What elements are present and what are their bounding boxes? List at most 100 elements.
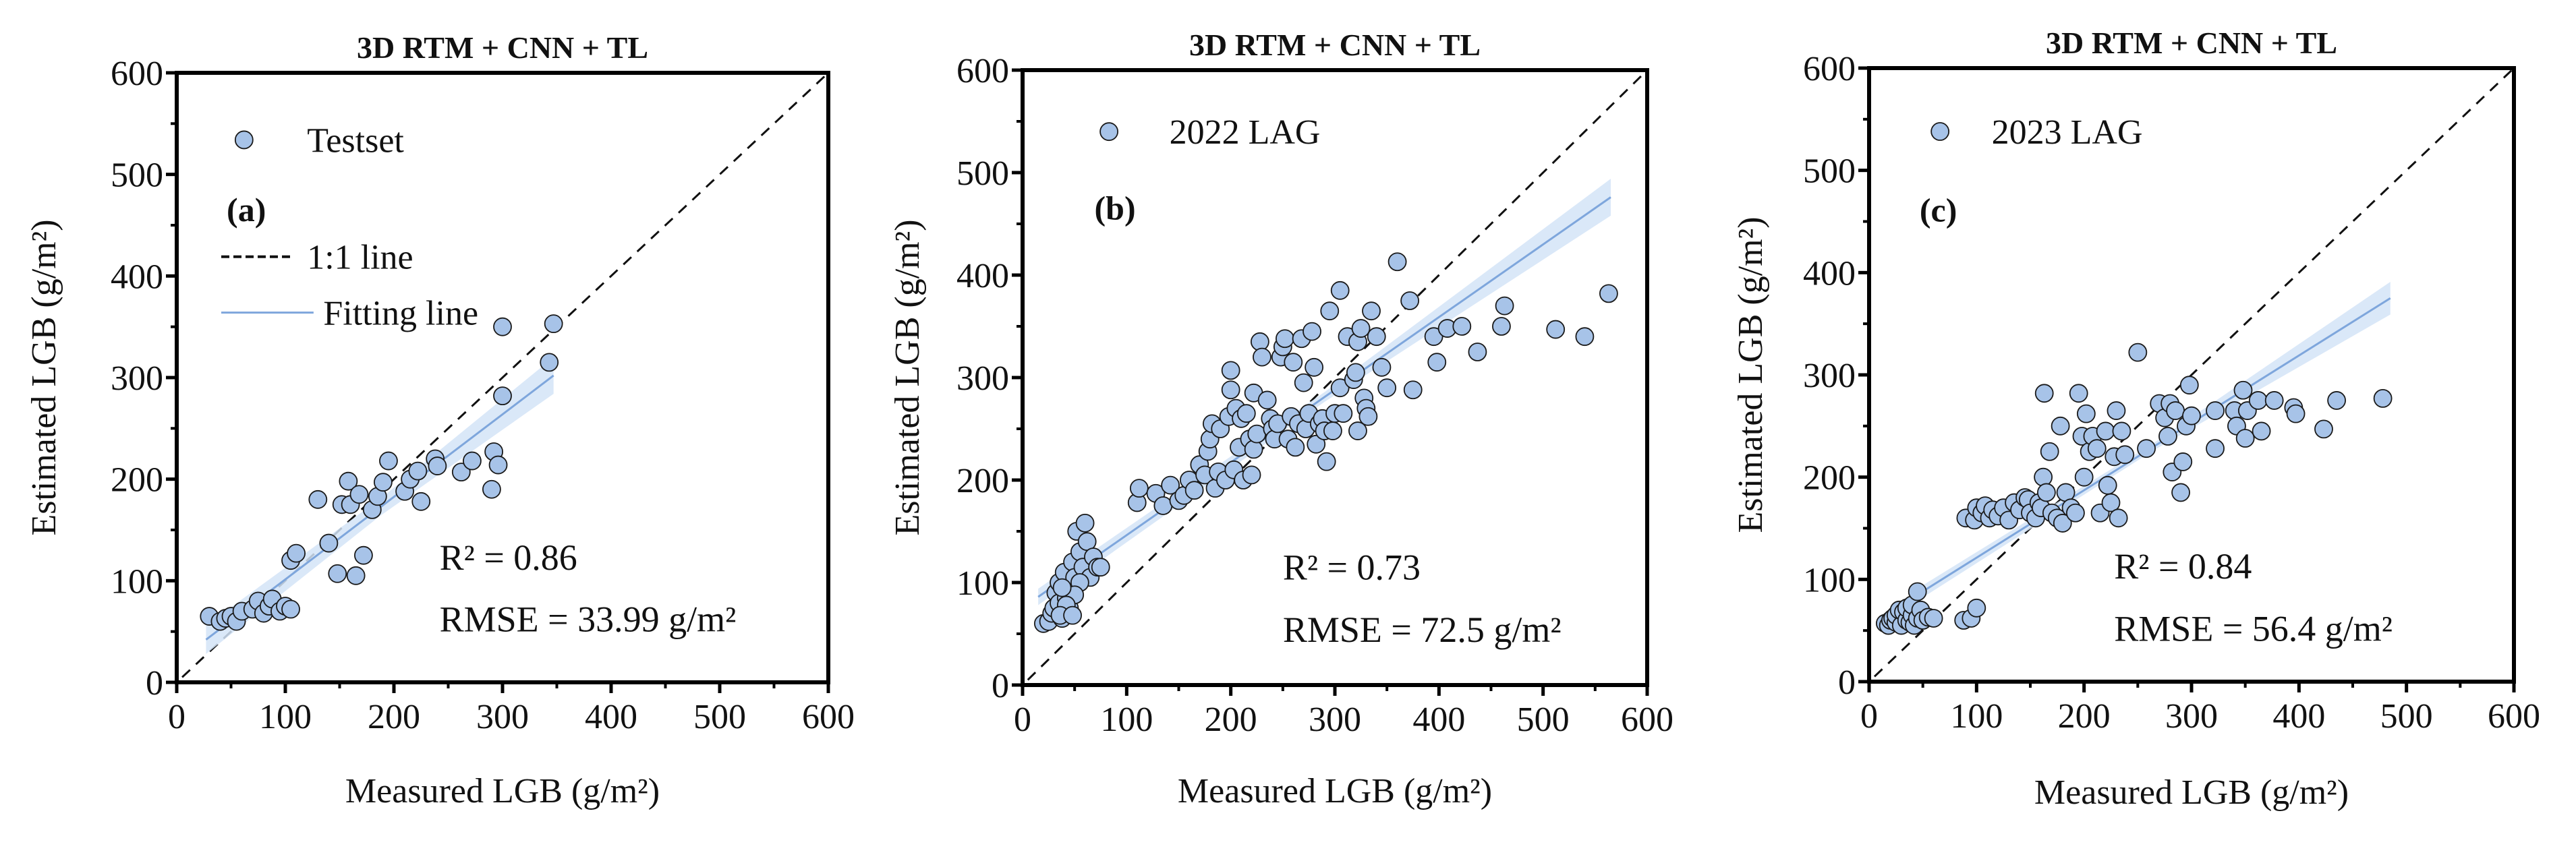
data-point [1161,475,1180,495]
y-tick-label: 100 [111,562,163,601]
data-point [1242,465,1261,485]
data-point [540,353,559,372]
data-point [2327,391,2347,410]
chart-title: 3D RTM + CNN + TL [1189,28,1481,62]
r-squared-text: R² = 0.86 [440,537,577,578]
legend-marker [1099,122,1118,142]
x-tick-label: 0 [168,698,185,736]
y-tick-label: 200 [1803,459,1856,498]
data-point [349,485,369,504]
data-point [1244,440,1263,459]
data-point [1250,332,1269,351]
data-point [1424,327,1443,347]
x-tick-label: 400 [2272,697,2325,736]
data-point [1320,301,1340,321]
y-tick-label: 600 [1803,50,1856,88]
legend-series-label: 2022 LAG [1170,113,1321,152]
data-point [1221,361,1240,380]
data-point [2166,401,2185,420]
data-point [1468,343,1487,361]
legend-marker [234,130,254,150]
data-point [2087,439,2107,458]
one-to-one-line [1027,71,1646,681]
data-point [1330,280,1350,300]
y-tick-label: 100 [1803,561,1856,599]
data-point [346,566,366,585]
data-point [1575,327,1595,347]
x-tick-label: 100 [1950,697,2003,736]
data-point [1052,578,1072,597]
confidence-band [1038,179,1611,605]
data-point [1452,317,1472,336]
y-tick-label: 300 [111,359,163,398]
data-point [1307,434,1326,454]
r-squared-text: R² = 0.73 [1283,547,1421,587]
data-point [2112,421,2131,441]
data-point [1236,404,1256,423]
data-point [2040,442,2059,461]
x-tick-label: 300 [476,698,529,736]
data-point [2076,404,2096,423]
x-tick-label: 500 [2380,697,2433,736]
data-point [1403,380,1423,400]
x-tick-label: 200 [2058,697,2111,736]
data-point [1129,479,1149,498]
data-point [354,545,373,565]
y-tick-label: 600 [111,55,163,93]
data-point [2264,391,2284,410]
rmse-text: RMSE = 33.99 g/m² [440,599,737,640]
data-point [2137,439,2156,458]
data-point [1091,558,1110,577]
y-axis-label: Estimated LGB (g/m²) [1731,216,1770,533]
x-tick-label: 200 [368,698,420,736]
data-point [2036,483,2056,502]
y-tick-label: 0 [146,664,163,703]
data-point [408,461,428,481]
data-point [379,451,398,471]
data-point [482,479,501,499]
data-point [2109,508,2128,528]
x-tick-label: 100 [259,698,312,736]
x-tick-label: 300 [1309,701,1361,739]
data-point [1075,513,1095,533]
data-point [1346,363,1365,382]
data-point [1305,357,1324,377]
data-point [2158,427,2177,446]
data-point [1286,438,1305,457]
one-to-one-line [181,73,827,678]
panel-label: (b) [1094,189,1135,227]
panel-b: 3D RTM + CNN + TL 0 100 200 300 400 500 600 0 100… [888,28,1673,810]
y-tick-label: 0 [1838,663,1856,702]
x-tick-label: 500 [693,698,746,736]
data-point [544,314,563,334]
data-point [1317,452,1336,471]
x-tick-label: 600 [1621,701,1673,739]
y-tick-label: 200 [111,461,163,500]
data-point [1362,301,1381,321]
data-point [2171,483,2190,502]
legend-series-label: 2023 LAG [1992,113,2143,152]
data-point [1377,378,1397,398]
data-point [1221,380,1240,400]
data-point [319,533,339,553]
data-point [1351,319,1371,338]
data-point [1348,421,1367,440]
panel-label: (c) [1920,191,1957,229]
y-tick-label: 100 [956,564,1009,603]
data-point [2235,429,2255,448]
data-point [2053,514,2072,533]
data-point [2066,503,2085,523]
x-tick-label: 600 [2488,697,2540,736]
data-point [451,463,471,482]
data-point [2233,380,2253,400]
data-point [2115,445,2135,465]
data-point [2373,388,2393,408]
x-tick-label: 400 [585,698,637,736]
fitting-line [1037,196,1611,598]
data-point [1323,421,1342,440]
data-point [1294,373,1313,392]
data-point [1492,317,1511,336]
panel-a: 3D RTM + CNN + TL 0 100 200 300 400 500 600 0 100… [25,30,855,810]
y-axis-label: Estimated LGB (g/m²) [888,219,927,535]
